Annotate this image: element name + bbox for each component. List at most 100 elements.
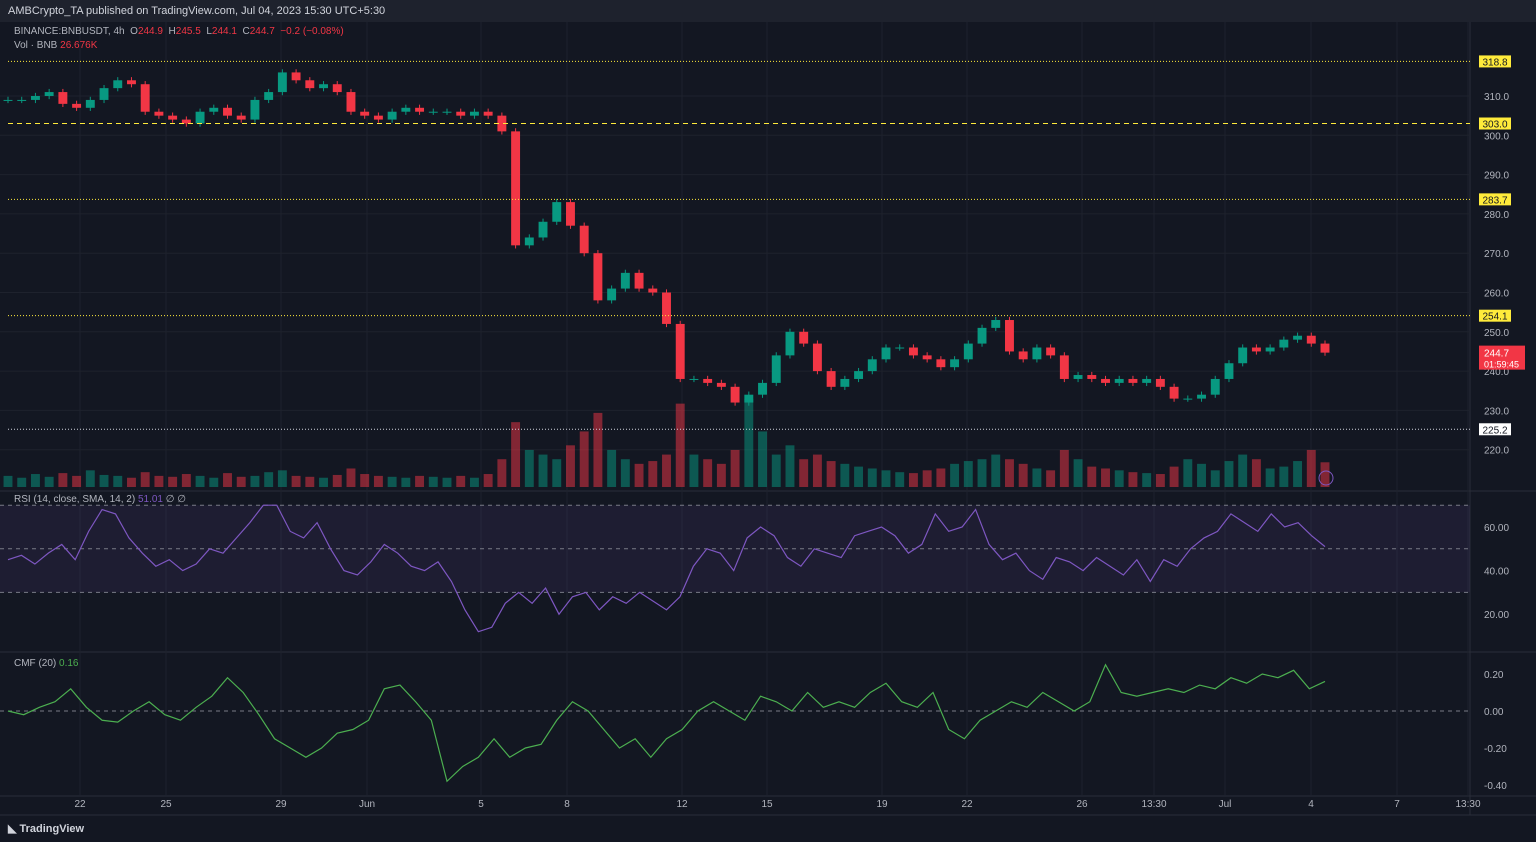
level-label: 254.1 xyxy=(1482,312,1507,323)
candle-body xyxy=(703,378,713,383)
volume-bar xyxy=(1059,449,1069,487)
volume-bar xyxy=(250,475,260,487)
volume-bar xyxy=(181,474,191,487)
rsi-label[interactable]: RSI (14, close, SMA, 14, 2) xyxy=(14,494,136,505)
volume-bar xyxy=(854,466,864,487)
candle-body xyxy=(1128,378,1138,383)
volume-bar xyxy=(127,477,136,487)
candle-body xyxy=(689,378,699,380)
candle-body xyxy=(497,115,507,132)
volume-bar xyxy=(771,454,781,487)
level-label-bg xyxy=(1479,309,1511,322)
volume-bar xyxy=(1046,470,1056,487)
volume-bar xyxy=(703,459,713,487)
open-label: O xyxy=(130,26,138,37)
candle-body xyxy=(291,72,301,81)
candle-body xyxy=(1032,347,1042,360)
cmf-label[interactable]: CMF (20) xyxy=(14,658,57,669)
volume-bar xyxy=(1142,473,1152,487)
candle-body xyxy=(332,84,342,93)
candle-body xyxy=(1046,347,1056,356)
time-tick-label: 13:30 xyxy=(1141,799,1166,810)
candle-body xyxy=(607,288,617,301)
candle-body xyxy=(442,111,452,113)
symbol-label[interactable]: BINANCE:BNBUSDT, 4h xyxy=(14,26,125,37)
candle-body xyxy=(456,111,466,116)
volume-bar xyxy=(730,449,740,487)
candle-body xyxy=(950,359,960,368)
level-label-bg xyxy=(1479,193,1511,206)
volume-bar xyxy=(662,454,671,487)
volume-bar xyxy=(716,463,726,487)
rsi-tick-label: 40.00 xyxy=(1484,567,1509,578)
volume-bar xyxy=(332,474,342,487)
candle-body xyxy=(881,347,891,360)
time-tick-label: 29 xyxy=(275,799,287,810)
candle-body xyxy=(1210,378,1220,395)
brand-text: TradingView xyxy=(19,823,85,835)
candle-body xyxy=(99,88,109,100)
rsi-extra: ∅ ∅ xyxy=(165,494,186,505)
volume-bar xyxy=(634,463,644,487)
volume-bar xyxy=(168,476,178,487)
candle-body xyxy=(716,382,726,387)
volume-bar xyxy=(44,476,54,487)
level-label: 225.2 xyxy=(1482,425,1507,436)
time-tick-label: 25 xyxy=(160,799,172,810)
candle-body xyxy=(415,107,425,112)
volume-bar xyxy=(922,470,932,487)
volume-bar xyxy=(812,454,822,487)
volume-bar xyxy=(223,473,232,487)
time-tick-label: 5 xyxy=(478,799,484,810)
volume-bar xyxy=(1032,468,1042,487)
candle-body xyxy=(593,253,603,301)
time-tick-label: 22 xyxy=(74,799,86,810)
volume-bar xyxy=(1279,466,1289,487)
candle-body xyxy=(209,107,219,112)
publish-header: AMBCrypto_TA published on TradingView.co… xyxy=(0,0,1536,22)
candle-body xyxy=(154,111,164,116)
volume-bar xyxy=(1169,466,1179,487)
cmf-line xyxy=(7,663,1326,783)
price-tick-label: 280.0 xyxy=(1484,210,1509,221)
level-label: 303.0 xyxy=(1482,120,1507,131)
low-label: L xyxy=(206,26,212,37)
level-label-bg xyxy=(1479,117,1511,130)
volume-bar xyxy=(113,475,123,487)
candle-body xyxy=(1018,351,1028,360)
time-tick-label: 15 xyxy=(761,799,773,810)
candle-body xyxy=(785,331,795,356)
rsi-value: 51.01 xyxy=(137,494,163,505)
volume-bar xyxy=(373,475,383,487)
volume-bar xyxy=(1197,463,1206,487)
volume-bar xyxy=(1265,468,1275,487)
price-tick-label: 260.0 xyxy=(1484,289,1509,300)
candle-body xyxy=(223,107,232,116)
volume-bar xyxy=(1306,449,1316,487)
open-value: 244.9 xyxy=(137,26,163,37)
candle-body xyxy=(744,394,754,403)
candle-body xyxy=(538,221,548,238)
last-price-label: 244.7 xyxy=(1484,349,1509,360)
candle-body xyxy=(1101,378,1110,383)
candle-body xyxy=(1005,320,1014,352)
volume-bar xyxy=(1073,459,1083,487)
lightning-icon xyxy=(1318,470,1334,486)
candle-body xyxy=(1251,347,1261,352)
volume-bar xyxy=(140,472,150,487)
volume-bar xyxy=(1183,459,1193,487)
rsi-legend: RSI (14, close, SMA, 14, 2) 51.01 ∅ ∅ xyxy=(14,494,186,505)
volume-bar xyxy=(291,475,301,487)
level-label-bg xyxy=(1479,423,1511,436)
candle-body xyxy=(127,80,136,85)
volume-label[interactable]: Vol · BNB xyxy=(14,40,58,51)
candle-body xyxy=(1142,378,1152,383)
symbol-legend: BINANCE:BNBUSDT, 4h O244.9 H245.5 L244.1… xyxy=(14,26,344,37)
volume-bar xyxy=(17,477,27,487)
volume-bar xyxy=(1018,463,1028,487)
candle-body xyxy=(799,331,809,344)
candle-body xyxy=(854,371,864,379)
tradingview-logo: ◣ TradingView xyxy=(8,822,84,835)
volume-bar xyxy=(936,468,946,487)
